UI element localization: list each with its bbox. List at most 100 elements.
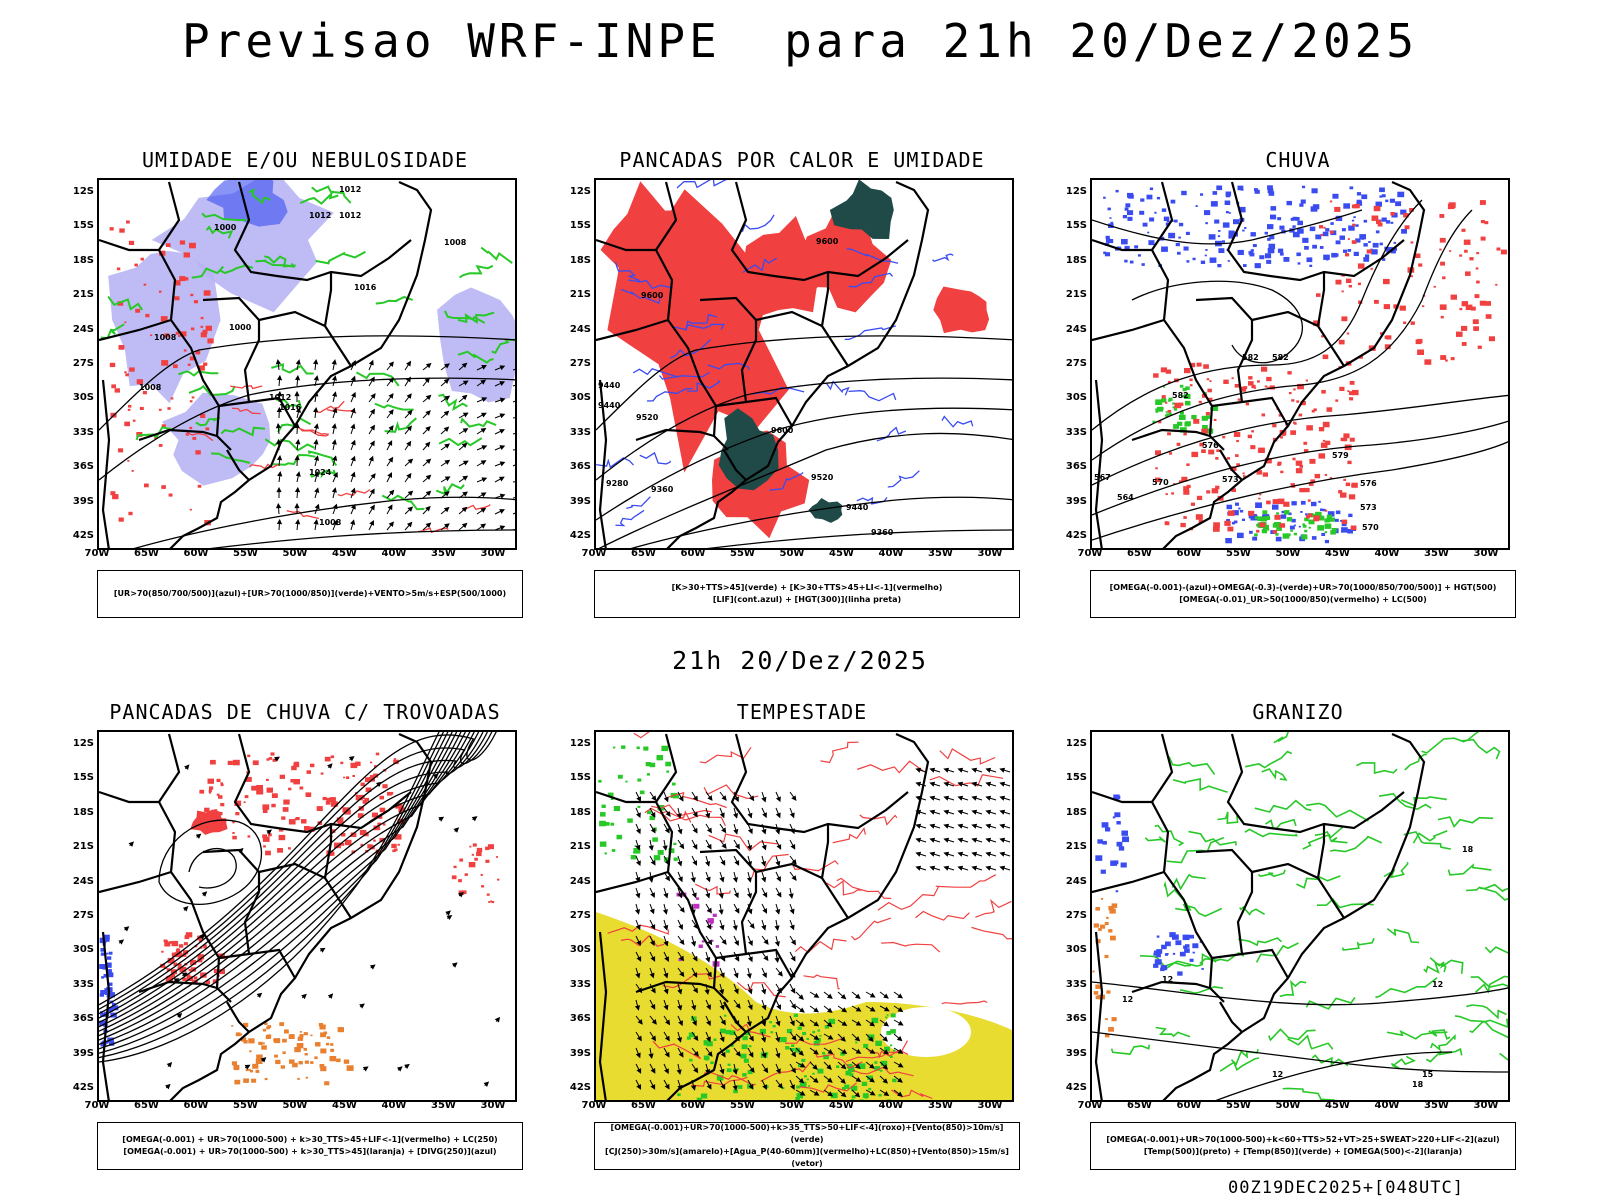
- lat-tick-label: 21S: [569, 841, 591, 853]
- arrowhead: [943, 795, 950, 801]
- arrowhead: [721, 795, 727, 801]
- contour-label: 582: [1172, 391, 1189, 400]
- arrowhead: [451, 962, 458, 968]
- arrowhead: [332, 407, 338, 414]
- lat-tick-label: 18S: [72, 254, 94, 266]
- lat-tick-label: 27S: [569, 910, 591, 921]
- precipitable-water-contour: [857, 760, 924, 774]
- lon-tick-label: 35W: [1424, 1100, 1449, 1111]
- arrowhead: [869, 1006, 876, 1012]
- lon-tick-label: 60W: [183, 1100, 209, 1111]
- arrowhead: [791, 859, 797, 865]
- temp-850-contour: [1110, 1044, 1150, 1055]
- lifted-index-contour: [615, 509, 645, 527]
- arrowhead: [663, 972, 669, 979]
- arrowhead: [706, 1004, 711, 1011]
- arrowhead: [705, 892, 711, 899]
- lifted-index-contour: [742, 257, 777, 274]
- temp-850-contour: [1499, 1052, 1508, 1061]
- country-border: [654, 733, 729, 1003]
- thickness-contour: [300, 428, 329, 436]
- arrowhead: [679, 939, 685, 946]
- arrowhead: [444, 395, 451, 401]
- jet-stream-area: [596, 912, 1012, 1100]
- temp-850-contour: [1412, 829, 1448, 844]
- arrowhead: [665, 811, 671, 817]
- lat-tick-label: 21S: [569, 289, 591, 301]
- arrowhead: [331, 439, 337, 445]
- contour-label: 18: [1412, 1080, 1424, 1089]
- arrowhead: [369, 520, 375, 526]
- lat-tick-label: 27S: [1065, 910, 1087, 921]
- contour-line: [1131, 280, 1303, 364]
- arrowhead: [650, 811, 656, 818]
- arrowhead: [388, 425, 394, 431]
- lon-tick-label: 50W: [282, 1100, 308, 1111]
- coastline: [1162, 732, 1426, 1100]
- arrowhead: [855, 1063, 861, 1069]
- arrowhead: [195, 833, 202, 839]
- arrowhead: [425, 362, 432, 369]
- contour-label: 582: [1272, 353, 1289, 362]
- arrowhead: [480, 428, 487, 433]
- contour-line: [99, 732, 471, 1032]
- temp-850-contour: [1311, 1054, 1349, 1067]
- arrowhead: [425, 522, 432, 528]
- arrowhead: [444, 523, 450, 529]
- arrowhead: [649, 908, 655, 915]
- lat-tick-label: 27S: [72, 910, 94, 921]
- arrowhead: [350, 471, 356, 478]
- arrowhead: [705, 876, 711, 883]
- arrowhead: [678, 795, 684, 802]
- arrowhead: [462, 491, 468, 497]
- state-border: [715, 948, 793, 979]
- arrowhead: [799, 1090, 806, 1096]
- arrowhead: [350, 487, 356, 494]
- arrowhead: [359, 1003, 365, 1009]
- precipitable-water-contour: [708, 833, 778, 852]
- wind-vector: [512, 512, 515, 515]
- arrowhead: [719, 1068, 725, 1075]
- panel-title: TEMPESTADE: [736, 700, 868, 724]
- arrowhead: [405, 376, 411, 383]
- arrowhead: [746, 893, 753, 899]
- forecast-map: 582 582 582 576 573 570 567 564 579 576 573 570: [1090, 178, 1510, 550]
- arrowhead: [388, 361, 394, 368]
- arrowhead: [897, 1077, 903, 1083]
- country-border: [99, 790, 159, 804]
- precipitable-water-contour: [703, 784, 759, 800]
- temp-850-contour: [1383, 862, 1409, 879]
- temp-850-contour: [1356, 762, 1398, 775]
- lifted-index-contour: [628, 279, 673, 290]
- lat-tick-label: 12S: [72, 186, 94, 197]
- temp-850-contour: [1261, 768, 1288, 781]
- lon-tick-label: 40W: [1374, 1100, 1400, 1111]
- low-humidity-contour: [311, 185, 352, 204]
- arrowhead: [635, 1052, 641, 1059]
- arrowhead: [276, 406, 282, 413]
- low-humidity-contour: [273, 453, 316, 466]
- precipitable-water-contour: [832, 826, 866, 844]
- arrowhead: [690, 1085, 697, 1091]
- arrowhead: [648, 1053, 654, 1059]
- state-border: [1236, 872, 1254, 955]
- arrowhead: [677, 1004, 683, 1011]
- arrowhead: [458, 892, 464, 898]
- contour-line: [1215, 1051, 1453, 1100]
- wind-vector: [512, 384, 515, 387]
- arrowhead: [943, 823, 950, 829]
- state-border: [715, 396, 793, 427]
- country-border: [598, 379, 608, 548]
- lat-tick-label: 30S: [569, 944, 591, 956]
- panel-title: CHUVA: [1265, 148, 1331, 172]
- lat-tick-label: 21S: [1065, 841, 1087, 853]
- lat-tick-label: 15S: [1065, 220, 1087, 232]
- arrowhead: [827, 1091, 834, 1097]
- arrowhead: [331, 487, 337, 493]
- arrowhead: [679, 907, 685, 913]
- lon-tick-label: 70W: [84, 1100, 110, 1111]
- arrowhead: [424, 377, 430, 384]
- arrowhead: [678, 1051, 684, 1058]
- lat-tick-label: 36S: [1065, 1013, 1087, 1025]
- lon-tick-label: 50W: [1275, 1100, 1301, 1111]
